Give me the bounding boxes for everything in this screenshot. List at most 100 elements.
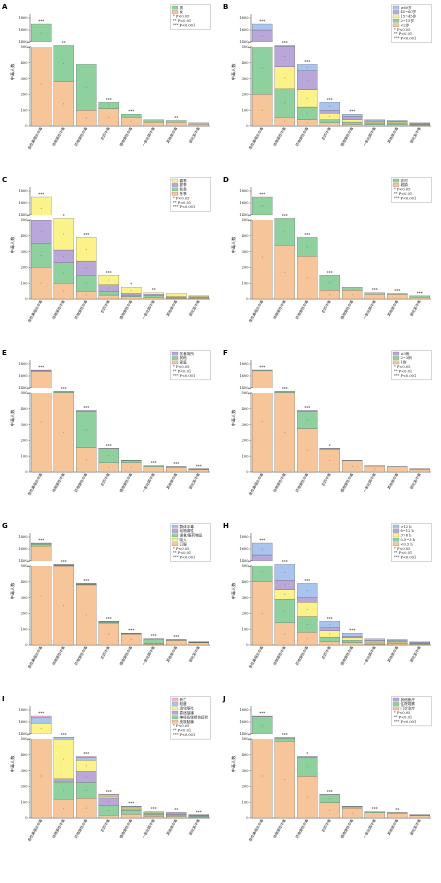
x-tick-label: 一氧化碳中毒 xyxy=(141,299,156,321)
x-tick-label: 一氧化碳中毒 xyxy=(141,472,156,494)
segment-dot xyxy=(63,103,65,105)
significance-mark: *** xyxy=(83,232,89,237)
segment-dot xyxy=(85,776,87,778)
y-tick-label: 0 xyxy=(25,297,28,301)
significance-mark: *** xyxy=(173,634,179,639)
bar-segment xyxy=(188,295,209,297)
significance-mark: ** xyxy=(152,288,156,293)
y-tick-label: 1600 xyxy=(18,374,28,378)
y-tick-label: 300 xyxy=(21,596,29,600)
bar-segment xyxy=(387,121,408,124)
bar-segment xyxy=(342,640,363,643)
bar-segment xyxy=(297,756,318,758)
significance-mark: ** xyxy=(174,807,178,812)
y-tick-label: 1600 xyxy=(18,720,28,724)
bar-segment xyxy=(31,717,52,724)
x-tick-label: 动物源性中毒 xyxy=(51,472,66,494)
x-tick-label: 硫化氢中毒 xyxy=(409,472,423,490)
x-tick-label: 农药中毒 xyxy=(320,126,332,141)
bar-segment xyxy=(319,636,340,642)
legend-entry: 45~60岁 xyxy=(401,9,417,14)
bar-break xyxy=(30,42,52,47)
legend-swatch xyxy=(392,14,400,19)
bar-segment xyxy=(143,295,164,298)
bar-segment xyxy=(121,460,142,463)
segment-dot xyxy=(261,205,263,207)
bar-segment xyxy=(387,643,408,646)
y-tick-label: 1600 xyxy=(18,28,28,32)
bar-segment xyxy=(409,469,430,473)
x-tick-label: 农药中毒 xyxy=(99,299,111,314)
legend-significance: * P<0.05 xyxy=(394,28,411,32)
legend-entry: 动物源性 xyxy=(180,528,195,533)
x-tick-label: 其他类中毒 xyxy=(165,818,179,836)
segment-dot xyxy=(284,571,286,573)
legend-entry: <2岁 xyxy=(401,22,410,27)
bar-segment xyxy=(387,123,408,126)
bar-segment xyxy=(342,287,363,291)
x-tick-label: 植物源性中毒 xyxy=(339,818,354,840)
legend-significance: * P<0.05 xyxy=(394,188,411,192)
segment-dot xyxy=(284,633,286,635)
segment-dot xyxy=(108,279,110,281)
y-tick-label: 1400 xyxy=(18,386,28,390)
bar-segment xyxy=(166,467,187,473)
y-axis-label: 中毒人数 xyxy=(9,582,16,600)
bar-segment xyxy=(188,123,209,127)
legend-entry: 2~3例 xyxy=(401,355,413,360)
y-tick-label: 300 xyxy=(21,423,29,427)
segment-dot xyxy=(40,728,42,730)
legend-entry: 其他医疗 xyxy=(401,697,416,702)
bar-break xyxy=(30,388,52,393)
y-tick-label: 500 xyxy=(242,391,250,395)
x-tick-label: 一氧化碳中毒 xyxy=(141,645,156,667)
y-tick-label: 1600 xyxy=(239,547,249,551)
bar-segment xyxy=(387,642,408,645)
segment-dot xyxy=(261,775,263,777)
bar-segment xyxy=(143,812,164,814)
y-tick-label: 200 xyxy=(21,785,29,789)
y-tick-label: 500 xyxy=(242,737,250,741)
segment-dot xyxy=(40,231,42,233)
x-tick-label: 植物源性中毒 xyxy=(118,126,133,148)
segment-dot xyxy=(284,779,286,781)
x-tick-label: 动物源性中毒 xyxy=(272,645,287,667)
legend-swatch xyxy=(392,360,400,365)
x-tick-label: 硫化氢中毒 xyxy=(409,818,423,836)
x-tick-label: 农药中毒 xyxy=(99,472,111,487)
y-tick-label: 100 xyxy=(242,281,250,285)
segment-dot xyxy=(351,465,353,467)
bar-segment xyxy=(143,638,164,644)
y-tick-label: 300 xyxy=(242,250,250,254)
axis-break-gap xyxy=(27,42,210,47)
y-tick-label: 200 xyxy=(21,266,29,270)
segment-dot xyxy=(329,282,331,284)
bar-segment xyxy=(143,119,164,123)
x-tick-label: 植物源性中毒 xyxy=(118,299,133,321)
legend-significance: *** P<0.001 xyxy=(394,556,416,560)
x-tick-label: 一氧化碳中毒 xyxy=(362,818,377,840)
segment-dot xyxy=(261,35,263,37)
y-tick-label: 1800 xyxy=(18,189,28,193)
legend-entry: 神经系统损伤症状 xyxy=(180,714,209,719)
significance-mark: *** xyxy=(106,270,112,275)
bar-segment xyxy=(364,124,385,127)
significance-mark: *** xyxy=(106,789,112,794)
bar-segment xyxy=(121,114,142,118)
segment-dot xyxy=(351,812,353,814)
legend-swatch xyxy=(171,524,179,529)
x-tick-label: 其他类中毒 xyxy=(165,126,179,144)
segment-dot xyxy=(85,294,87,296)
legend-significance: * P<0.05 xyxy=(173,724,190,728)
y-tick-label: 200 xyxy=(242,439,250,443)
significance-mark: *** xyxy=(38,711,44,716)
bar-segment xyxy=(98,796,119,799)
y-tick-label: 1400 xyxy=(18,732,28,736)
bar-segment xyxy=(166,816,187,819)
bar-segment xyxy=(166,814,187,817)
y-tick-label: 1800 xyxy=(239,535,249,539)
significance-mark: *** xyxy=(327,789,333,794)
